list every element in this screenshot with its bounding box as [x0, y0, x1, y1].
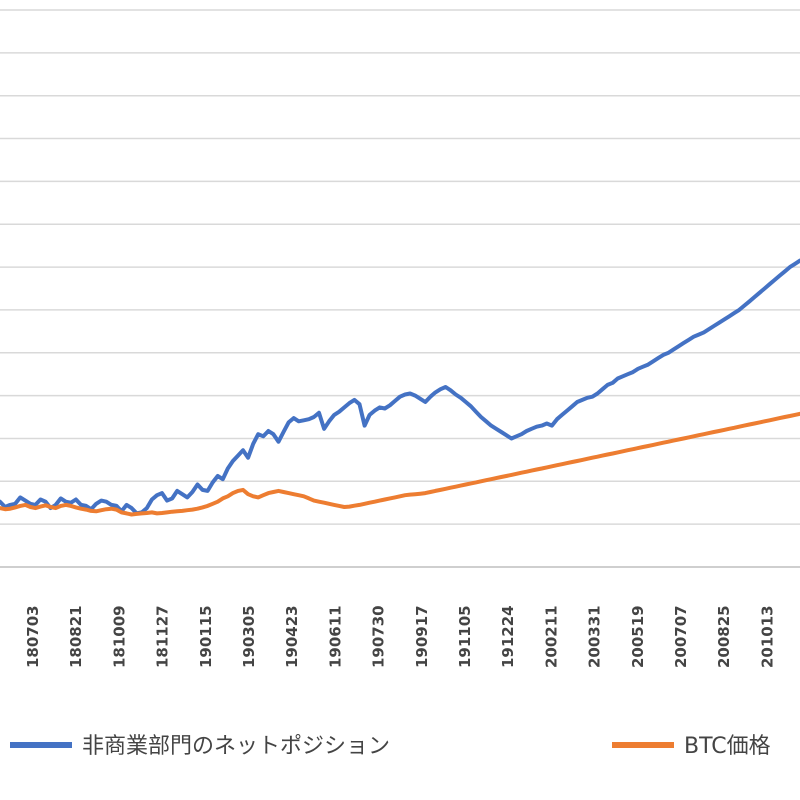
gridlines — [0, 9, 800, 568]
x-tick-labels: 180703 180821 181009 181127 190115 190305 1904… — [24, 605, 776, 668]
x-tick-label: 180703 — [24, 605, 42, 668]
x-tick-label: 190917 — [413, 605, 431, 668]
x-tick-label: 180821 — [67, 605, 85, 668]
x-tick-label: 191224 — [499, 605, 517, 668]
series-line-btc-price — [0, 411, 800, 517]
x-tick-label: 201013 — [758, 605, 776, 668]
x-tick-label: 190730 — [370, 605, 388, 668]
x-tick-label: 190611 — [326, 605, 344, 668]
x-tick-label: 190423 — [283, 605, 301, 668]
series-lines — [0, 258, 800, 517]
legend-label-btc-price: BTC価格 — [684, 734, 771, 759]
x-tick-label: 200519 — [629, 605, 647, 668]
x-tick-label: 181127 — [154, 605, 172, 668]
legend: 非商業部門のネットポジション BTC価格 — [10, 734, 771, 759]
x-tick-label: 200211 — [542, 605, 560, 668]
series-line-net-position — [0, 258, 800, 516]
x-tick-label: 190305 — [240, 605, 258, 668]
x-tick-label: 200331 — [586, 605, 604, 668]
x-tick-label: 200707 — [672, 605, 690, 668]
x-tick-label: 191105 — [456, 605, 474, 668]
x-tick-label: 181009 — [110, 605, 128, 668]
x-tick-label: 190115 — [197, 605, 215, 668]
legend-label-net-position: 非商業部門のネットポジション — [82, 734, 390, 759]
x-tick-label: 200825 — [715, 605, 733, 668]
